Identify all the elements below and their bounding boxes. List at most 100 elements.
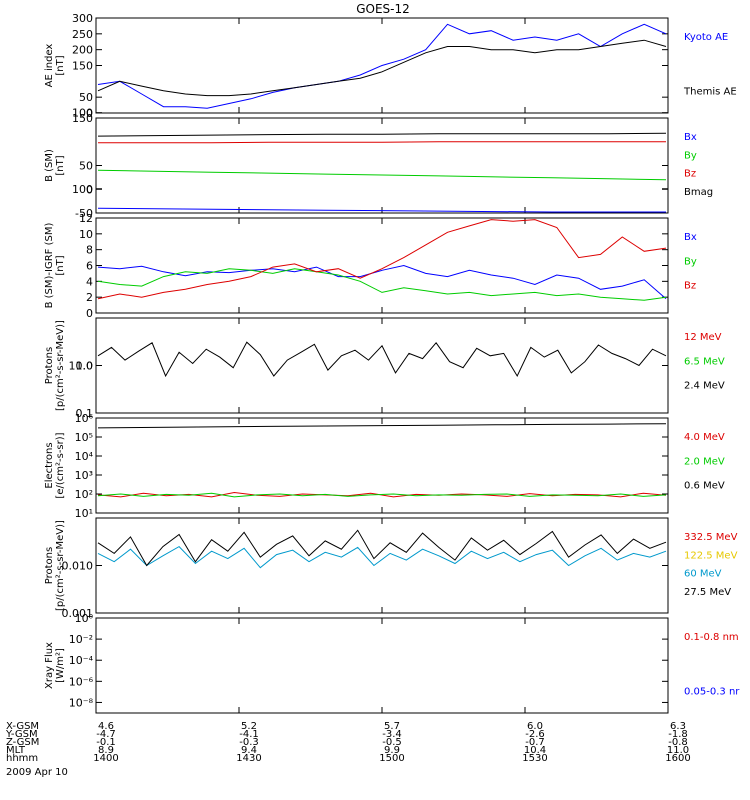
panel-frame [95, 217, 669, 314]
y-axis-label: [e/(cm²-s-sr)] [55, 432, 66, 498]
y-tick-label: 10¹ [75, 507, 93, 520]
y-tick-label: 2 [86, 291, 93, 304]
y-axis-label: [W/m²] [55, 648, 66, 683]
y-tick-label: 50 [79, 160, 93, 173]
legend-entry: 0.6 MeV [684, 481, 725, 492]
legend-entry: 0.05-0.3 nr [684, 687, 740, 698]
legend-entry: Bmag [684, 187, 713, 198]
y-tick-label: 0 [86, 307, 93, 320]
y-tick-label: 150 [72, 112, 93, 125]
panel-4: 0.1 1.010.0 Protons [p/(cm²-s-sr-MeV)] 12 Me… [44, 317, 725, 420]
legend-entry: Bz [684, 281, 696, 292]
panel-2: -50 0 50 100 150 B (SM) [nT] Bx By Bz Bmag [44, 112, 713, 220]
y-axis-label: [p/(cm²-s-sr-MeV)] [55, 520, 66, 611]
legend-entry: Kyoto AE [684, 32, 728, 43]
panel-frame [95, 417, 669, 514]
orbit-cell-y-gsm: -4.1 [239, 729, 259, 740]
y-axis-label: Protons [44, 347, 55, 384]
y-tick-label: 50 [79, 91, 93, 104]
orbit-cell-hhmm: 1530 [522, 753, 547, 764]
y-tick-label: 0 [86, 183, 93, 196]
orbit-cell-y-gsm: -2.6 [525, 729, 545, 740]
legend-entry: By [684, 150, 697, 161]
y-tick-label: 10⁻⁶ [69, 675, 94, 688]
y-tick-label: -50 [75, 207, 93, 220]
y-tick-label: 100 [72, 107, 93, 120]
y-tick-label: 10⁵ [75, 431, 93, 444]
y-tick-label: 250 [72, 28, 93, 41]
series-line-27-5-mev [97, 529, 667, 567]
y-tick-label: 300 [72, 12, 93, 25]
series-line-bx [97, 207, 666, 213]
y-tick-label: 100 [72, 183, 93, 196]
orbit-cell-x-gsm: 6.0 [527, 721, 543, 732]
y-tick-label: 10.0 [69, 360, 94, 373]
panel-frame [95, 117, 669, 214]
series-line-bx [97, 264, 667, 300]
panel-3: 0 2 4 6 8 10 12 B (SM)-IGRF (SM) [nT] Bx By Bz [44, 212, 697, 320]
orbit-cell-mlt: 11.0 [667, 745, 689, 756]
orbit-cell-hhmm: 1500 [379, 753, 404, 764]
orbit-cell-mlt: 9.9 [384, 745, 400, 756]
orbit-row-label: MLT [6, 745, 26, 756]
orbit-cell-x-gsm: 6.3 [670, 721, 686, 732]
panel-1: 0 50 100 150 200 250 300 AE index [nT] Kyoto AE Th… [44, 12, 737, 120]
legend-entry: Themis AE [683, 87, 737, 98]
y-tick-label: 6 [86, 260, 93, 273]
panel-frame [95, 617, 669, 714]
orbit-cell-x-gsm: 5.7 [384, 721, 400, 732]
y-axis-label: [nT] [55, 255, 66, 275]
legend-entry: 0.1-0.8 nm [684, 632, 739, 643]
y-axis-label: B (SM)-IGRF (SM) [44, 223, 55, 309]
series-line-2-4-mev [97, 341, 667, 378]
panel-frame [95, 317, 669, 414]
series-line-bmag [97, 132, 667, 137]
y-tick-label: 0.010 [62, 560, 94, 573]
orbit-cell-y-gsm: -4.7 [96, 729, 116, 740]
orbit-cell-z-gsm: -0.5 [382, 737, 402, 748]
y-axis-label: Electrons [44, 442, 55, 488]
panel-6: 0.001 0.010 Protons [p/(cm²-s-sr-MeV)] 332.5… [44, 517, 738, 620]
series-line-0-6-mev [97, 423, 667, 429]
legend-entry: Bx [684, 132, 697, 143]
legend-entry: 332.5 MeV [684, 532, 738, 543]
y-tick-label: 1.0 [76, 360, 94, 373]
legend-entry: Bx [684, 232, 697, 243]
y-tick-label: 10 [79, 228, 93, 241]
orbit-cell-z-gsm: -0.8 [668, 737, 688, 748]
orbit-row-label: X-GSM [6, 721, 39, 732]
y-axis-label: B (SM) [44, 149, 55, 182]
orbit-cell-mlt: 9.4 [241, 745, 257, 756]
orbit-row-label: Y-GSM [5, 729, 38, 740]
orbit-cell-z-gsm: -0.1 [96, 737, 116, 748]
y-tick-label: 150 [72, 60, 93, 73]
orbit-cell-y-gsm: -3.4 [382, 729, 402, 740]
series-line-60-mev [97, 545, 667, 569]
y-tick-label: 8 [86, 244, 93, 257]
y-tick-label: 10⁻⁴ [69, 654, 94, 667]
y-axis-label: AE index [44, 44, 55, 88]
orbit-cell-mlt: 10.4 [524, 745, 546, 756]
orbit-cell-x-gsm: 5.2 [241, 721, 257, 732]
y-axis-label: [nT] [55, 55, 66, 75]
y-tick-label: 10⁶ [75, 412, 94, 425]
y-tick-label: 10⁻² [69, 633, 93, 646]
y-axis-label: [nT] [55, 155, 66, 175]
y-tick-label: 10⁻⁸ [69, 696, 94, 709]
y-tick-label: 0 [86, 107, 93, 120]
y-tick-label: 4 [86, 275, 93, 288]
legend-entry: 4.0 MeV [684, 432, 725, 443]
legend-entry: 6.5 MeV [684, 356, 725, 367]
y-tick-label: 10⁰ [75, 612, 94, 625]
y-axis-label: Protons [44, 547, 55, 584]
legend-entry: 60 MeV [684, 569, 722, 580]
series-line-kyoto-ae [97, 23, 667, 109]
legend-entry: 2.4 MeV [684, 381, 725, 392]
legend-entry: 12 MeV [684, 332, 722, 343]
y-tick-label: 10² [75, 488, 93, 501]
orbit-cell-hhmm: 1400 [93, 753, 118, 764]
panel-frame [95, 517, 669, 614]
y-tick-label: 12 [79, 212, 93, 225]
panel-5: 10¹ 10² 10³ 10⁴ 10⁵ 10⁶ Electrons [e/(cm²-s-sr)… [44, 412, 725, 520]
